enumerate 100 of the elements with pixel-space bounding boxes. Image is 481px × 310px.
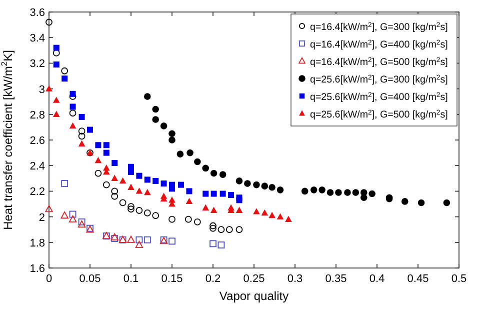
point: [52, 96, 60, 103]
point: [128, 206, 134, 213]
point: [152, 106, 159, 113]
point: [69, 110, 76, 117]
point: [78, 128, 86, 134]
point: [152, 116, 159, 123]
point: [111, 174, 118, 181]
point: [168, 130, 176, 137]
point: [95, 142, 102, 148]
y-tick-label: 2.4: [30, 160, 45, 173]
point: [210, 206, 218, 213]
point: [236, 206, 243, 213]
point: [136, 236, 143, 244]
point: [202, 164, 210, 172]
point: [276, 213, 284, 220]
point: [136, 206, 143, 214]
point: [186, 149, 194, 156]
point: [53, 44, 60, 51]
point: [144, 176, 150, 183]
point: [69, 122, 76, 129]
point: [285, 216, 292, 222]
point: [236, 178, 243, 184]
point: [261, 182, 268, 190]
point: [135, 240, 144, 248]
point: [68, 215, 77, 222]
x-tick-label: 0.25: [243, 273, 265, 285]
y-tick-label: 3.4: [30, 32, 45, 45]
legend-label: q=25.6[kW/m$^{2}$], G=300 [kg/m$^{2}$s]: [310, 74, 448, 86]
point: [210, 170, 218, 177]
point: [136, 172, 142, 179]
point: [87, 126, 93, 133]
point: [127, 236, 135, 243]
point: [244, 180, 251, 187]
point: [60, 211, 68, 219]
point: [128, 184, 134, 190]
point: [119, 199, 126, 206]
point: [160, 122, 168, 130]
point: [178, 182, 184, 188]
point: [236, 226, 243, 234]
point: [78, 140, 86, 146]
point: [194, 158, 201, 166]
point: [228, 192, 234, 198]
y-tick-label: 2: [38, 212, 45, 224]
point: [53, 61, 60, 68]
point: [202, 190, 209, 197]
point: [218, 226, 225, 234]
point: [144, 93, 151, 100]
point: [70, 104, 76, 110]
point: [202, 204, 210, 210]
point: [128, 169, 134, 175]
legend-label: q=25.6[kW/m$^{2}$], G=400 [kg/m$^{2}$s]: [310, 92, 448, 103]
point: [176, 150, 184, 158]
legend-label: q=25.6[kW/m$^{2}$], G=500 [kg/m$^{2}$s]: [310, 109, 448, 120]
point: [210, 224, 216, 232]
x-tick-label: 0.15: [161, 273, 183, 285]
point: [45, 205, 53, 212]
point: [144, 210, 151, 216]
point: [111, 235, 118, 242]
point: [103, 142, 110, 148]
point: [46, 85, 52, 92]
point: [268, 184, 276, 191]
point: [78, 114, 85, 120]
point: [186, 188, 192, 194]
point: [210, 190, 217, 197]
point: [52, 110, 60, 117]
point: [61, 180, 68, 187]
legend-label: q=16.4[kW/m$^{2}$], G=500 [kg/m$^{2}$s]: [310, 56, 448, 68]
point: [401, 198, 408, 205]
point: [103, 150, 110, 156]
point: [102, 181, 110, 188]
point: [210, 240, 216, 248]
x-tick-label: 0.35: [325, 273, 347, 285]
point: [360, 194, 368, 201]
point: [119, 177, 126, 184]
point: [318, 186, 326, 194]
point: [144, 188, 151, 196]
point: [276, 186, 284, 194]
point: [368, 190, 376, 198]
legend-label: q=16.4[kW/m$^{2}$], G=400 [kg/m$^{2}$s]: [310, 39, 448, 50]
point: [220, 190, 226, 197]
point: [219, 171, 226, 178]
y-tick-label: 3.6: [30, 7, 45, 19]
y-tick-label: 3: [38, 84, 45, 96]
point: [210, 222, 216, 230]
point: [78, 132, 86, 140]
point: [152, 178, 159, 184]
point: [94, 156, 102, 164]
point: [184, 216, 192, 223]
point: [194, 218, 201, 226]
y-tick-label: 2.8: [30, 109, 45, 122]
x-tick-label: 0.05: [79, 273, 101, 285]
x-tick-label: 0.5: [451, 273, 467, 285]
point: [168, 238, 176, 245]
x-tick-label: 0: [46, 273, 52, 285]
point: [52, 50, 60, 56]
point: [112, 160, 118, 166]
point: [69, 210, 76, 218]
point: [152, 212, 160, 219]
point: [62, 76, 68, 82]
x-tick-label: 0.3: [287, 273, 303, 285]
